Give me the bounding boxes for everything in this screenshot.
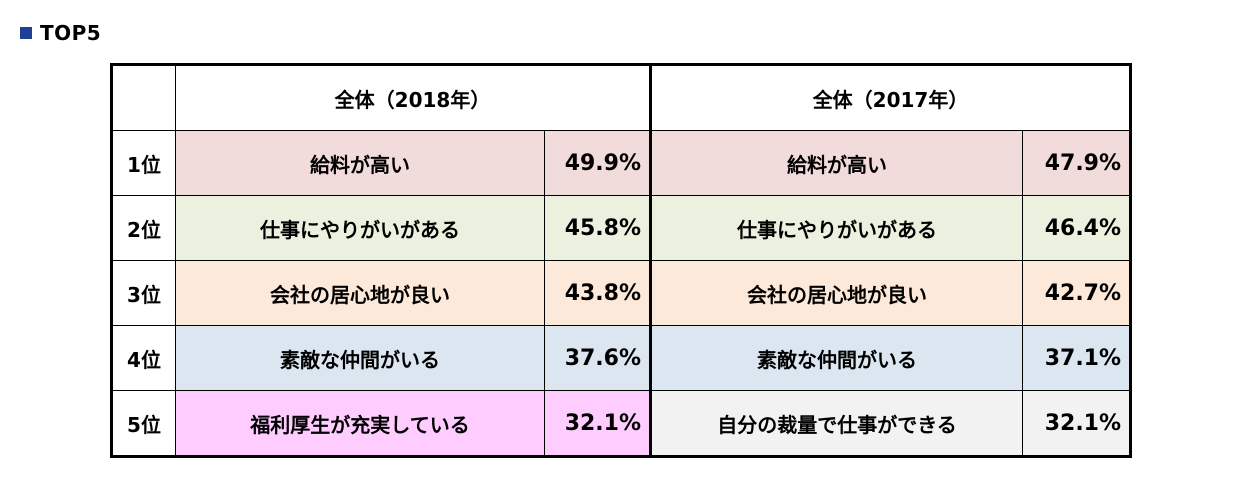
item-2017: 素敵な仲間がいる xyxy=(650,325,1024,391)
ranking-table: 全体（2018年） 全体（2017年） 1位 給料が高い 49.9% 給料が高い… xyxy=(110,63,1133,458)
pct-2018: 32.1% xyxy=(543,390,653,457)
pct-2017: 47.9% xyxy=(1022,130,1132,196)
table-row: 1位 給料が高い 49.9% 給料が高い 47.9% xyxy=(111,130,1132,196)
item-2017: 給料が高い xyxy=(650,130,1024,196)
item-2018: 会社の居心地が良い xyxy=(175,260,545,326)
item-2017: 自分の裁量で仕事ができる xyxy=(650,390,1024,457)
column-header-2017: 全体（2017年） xyxy=(650,64,1132,131)
rank-label: 3位 xyxy=(111,260,176,326)
heading-title: TOP5 xyxy=(40,21,102,45)
item-2018: 給料が高い xyxy=(175,130,545,196)
pct-2018: 45.8% xyxy=(543,195,653,261)
section-heading: TOP5 xyxy=(20,20,101,46)
table-row: 5位 福利厚生が充実している 32.1% 自分の裁量で仕事ができる 32.1% xyxy=(111,390,1132,457)
item-2017: 会社の居心地が良い xyxy=(650,260,1024,326)
table-row: 3位 会社の居心地が良い 43.8% 会社の居心地が良い 42.7% xyxy=(111,260,1132,326)
item-2017: 仕事にやりがいがある xyxy=(650,195,1024,261)
rank-label: 2位 xyxy=(111,195,176,261)
table-header-row: 全体（2018年） 全体（2017年） xyxy=(111,64,1132,131)
table-row: 4位 素敵な仲間がいる 37.6% 素敵な仲間がいる 37.1% xyxy=(111,325,1132,391)
corner-cell xyxy=(111,64,176,131)
pct-2017: 32.1% xyxy=(1022,390,1132,457)
pct-2017: 42.7% xyxy=(1022,260,1132,326)
pct-2018: 37.6% xyxy=(543,325,653,391)
item-2018: 福利厚生が充実している xyxy=(175,390,545,457)
item-2018: 素敵な仲間がいる xyxy=(175,325,545,391)
rank-label: 4位 xyxy=(111,325,176,391)
table-row: 2位 仕事にやりがいがある 45.8% 仕事にやりがいがある 46.4% xyxy=(111,195,1132,261)
heading-square-icon xyxy=(20,27,32,39)
pct-2018: 49.9% xyxy=(543,130,653,196)
pct-2017: 46.4% xyxy=(1022,195,1132,261)
column-header-2018: 全体（2018年） xyxy=(174,64,653,131)
rank-label: 1位 xyxy=(111,130,176,196)
item-2018: 仕事にやりがいがある xyxy=(175,195,545,261)
rank-label: 5位 xyxy=(111,390,176,457)
pct-2018: 43.8% xyxy=(543,260,653,326)
pct-2017: 37.1% xyxy=(1022,325,1132,391)
